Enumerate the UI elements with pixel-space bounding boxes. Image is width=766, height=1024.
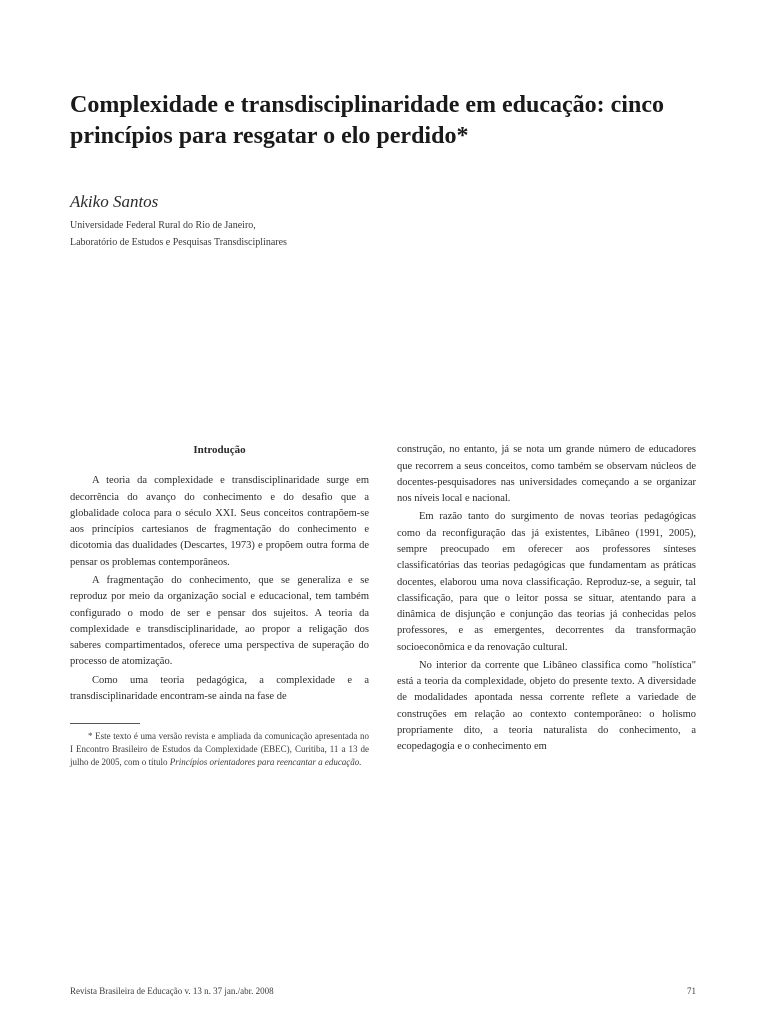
section-heading: Introdução (70, 442, 369, 459)
article-title: Complexidade e transdisciplinaridade em … (70, 90, 696, 152)
vertical-spacer (70, 252, 696, 442)
column-right: construção, no entanto, já se nota um gr… (397, 442, 696, 769)
paragraph: A teoria da complexidade e transdiscipli… (70, 473, 369, 571)
page-footer: Revista Brasileira de Educação v. 13 n. … (70, 986, 696, 996)
paragraph: Em razão tanto do surgimento de novas te… (397, 509, 696, 655)
author-name: Akiko Santos (70, 192, 696, 212)
paragraph: No interior da corrente que Libâneo clas… (397, 658, 696, 756)
footnote-text: * Este texto é uma versão revista e ampl… (70, 730, 369, 769)
footnote-italic: Princípios orientadores para reencantar … (170, 757, 362, 767)
footer-page-number: 71 (687, 986, 696, 996)
affiliation-line-1: Universidade Federal Rural do Rio de Jan… (70, 218, 696, 233)
footer-journal-info: Revista Brasileira de Educação v. 13 n. … (70, 986, 274, 996)
affiliation-line-2: Laboratório de Estudos e Pesquisas Trans… (70, 235, 696, 250)
column-left: Introdução A teoria da complexidade e tr… (70, 442, 369, 769)
footnote-separator (70, 723, 140, 724)
paragraph: A fragmentação do conhecimento, que se g… (70, 573, 369, 671)
two-column-body: Introdução A teoria da complexidade e tr… (70, 442, 696, 769)
paragraph: construção, no entanto, já se nota um gr… (397, 442, 696, 507)
paragraph: Como uma teoria pedagógica, a complexida… (70, 673, 369, 706)
